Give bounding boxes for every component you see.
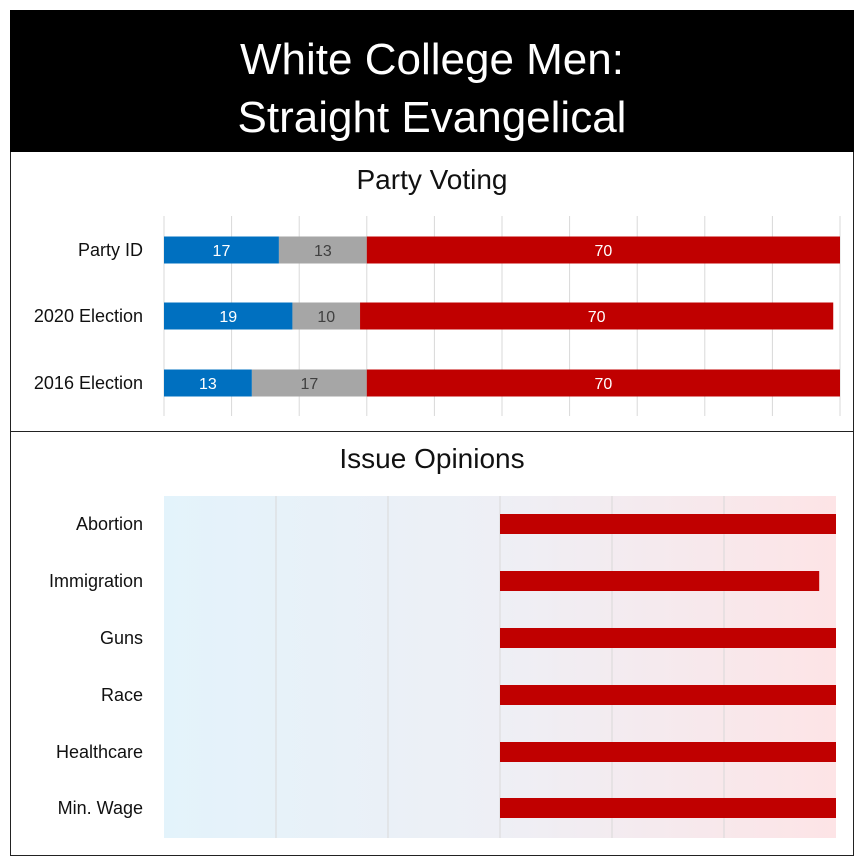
issue-bar-race [500, 685, 836, 705]
issue-bar-abortion [500, 514, 836, 534]
party-bar-segment [292, 302, 361, 330]
party-voting-chart: Party ID 17 13 70 2020 Election 19 10 70 2016 El… [34, 216, 841, 416]
party-category-label: 2016 Election [34, 373, 143, 393]
issue-category-label: Race [101, 685, 143, 705]
issue-bar-healthcare [500, 742, 836, 762]
party-bar-segment [251, 369, 367, 397]
issue-opinions-chart: Abortion Immigration Guns Race Healthcare Min… [49, 496, 836, 838]
title-line-1: White College Men: [240, 35, 624, 84]
issue-opinions-title: Issue Opinions [339, 443, 525, 474]
party-data-label: 17 [300, 376, 318, 393]
issue-bar-min-wage [500, 798, 836, 818]
issue-category-label: Guns [100, 628, 143, 648]
party-category-label: Party ID [78, 240, 143, 260]
party-bar-segment [164, 236, 279, 264]
title-line-2: Straight Evangelical [237, 93, 627, 142]
party-data-label: 19 [219, 309, 237, 326]
party-data-label: 70 [595, 243, 613, 260]
party-bar-segment [360, 302, 834, 330]
issue-bar-guns [500, 628, 836, 648]
issue-category-label: Abortion [76, 514, 143, 534]
party-bar-segment [278, 236, 367, 264]
party-data-label: 70 [588, 309, 606, 326]
party-bar-segment [164, 302, 293, 330]
issue-category-label: Healthcare [56, 742, 143, 762]
party-data-label: 13 [199, 376, 217, 393]
party-category-label: 2020 Election [34, 306, 143, 326]
issue-category-label: Immigration [49, 571, 143, 591]
party-data-label: 17 [213, 243, 231, 260]
party-data-label: 10 [317, 309, 335, 326]
party-data-label: 13 [314, 243, 332, 260]
title-banner: White College Men: Straight Evangelical [10, 10, 854, 152]
party-bar-segment [164, 369, 252, 397]
section-divider [10, 431, 854, 432]
issue-bar-immigration [500, 571, 820, 591]
party-data-label: 70 [595, 376, 613, 393]
party-voting-title: Party Voting [356, 164, 508, 195]
party-bar-segment [366, 236, 840, 264]
party-bar-segment [366, 369, 840, 397]
issue-category-label: Min. Wage [58, 798, 143, 818]
